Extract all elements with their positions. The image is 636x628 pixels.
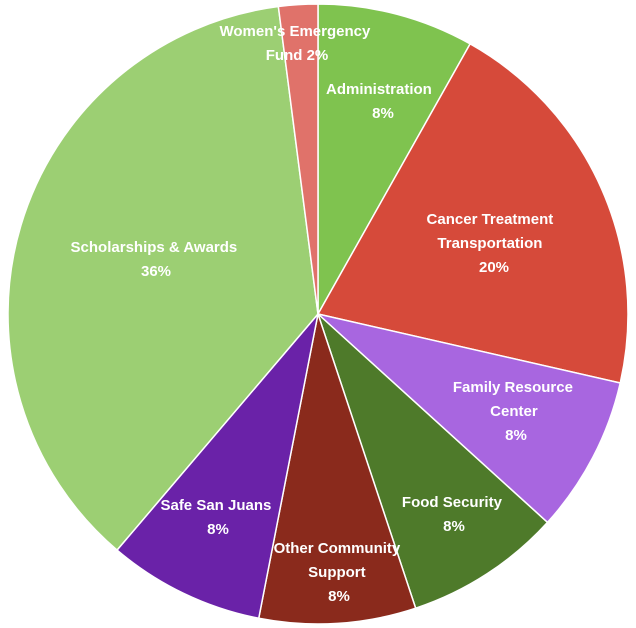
pie-slice-cancer-treatment-transportation [316, 42, 629, 384]
pie-slice-food-security [316, 311, 549, 610]
pie-slices [7, 3, 629, 625]
label-administration: Administration 8% [326, 81, 436, 122]
label-other-community-support: Other Community Support 8% [274, 540, 405, 605]
label-family-resource-center: Family Resource Center 8% [453, 379, 577, 444]
pie-slice-administration [317, 3, 472, 317]
pie-slice-women-s-emergency-fund [277, 3, 319, 315]
pie-slice-safe-san-juans [115, 311, 320, 620]
pie-slice-scholarships-awards [7, 5, 319, 552]
label-cancer-treatment-transportation: Cancer Treatment Transportation 20% [427, 211, 558, 276]
label-food-security: Food Security 8% [402, 494, 506, 535]
label-womens-emergency-fund: Women's Emergency Fund 2% [219, 23, 374, 64]
pie-slice-family-resource-center [315, 312, 622, 524]
label-safe-san-juans: Safe San Juans 8% [160, 497, 275, 538]
label-scholarships-awards: Scholarships & Awards 36% [71, 239, 242, 280]
pie-slice-other-community-support [257, 311, 417, 625]
